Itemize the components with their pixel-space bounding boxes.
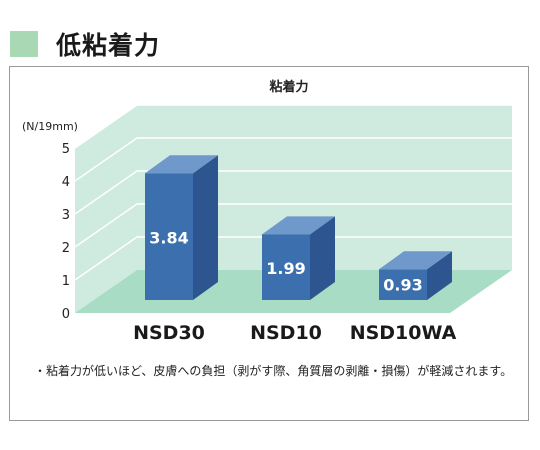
bar-side xyxy=(427,251,452,300)
chart-side-wall xyxy=(75,105,137,313)
x-category-label: NSD10WA xyxy=(350,322,457,344)
y-tick-label: 5 xyxy=(62,142,70,157)
y-tick-label: 4 xyxy=(62,175,70,190)
y-tick-label: 2 xyxy=(62,241,70,256)
gridline xyxy=(74,236,512,281)
chart-back-wall xyxy=(137,105,512,270)
footnote: ・粘着力が低いほど、皮膚への負担（剥がす際、角質層の剥離・損傷）が軽減されます。 xyxy=(34,362,526,381)
bar-value-label: 3.84 xyxy=(149,229,188,248)
y-tick-label: 1 xyxy=(62,274,70,289)
gridline xyxy=(74,170,512,215)
bar xyxy=(145,173,193,300)
chart-title: 粘着力 xyxy=(268,79,308,95)
x-category-label: NSD30 xyxy=(133,322,205,344)
bar-value-label: 1.99 xyxy=(266,259,305,278)
y-axis-label: (N/19mm) xyxy=(22,120,78,133)
section-heading: 低粘着力 xyxy=(10,26,160,62)
footnote-text: 粘着力が低いほど、皮膚への負担（剥がす際、角質層の剥離・損傷）が軽減されます。 xyxy=(46,364,513,378)
bar-value-label: 0.93 xyxy=(383,276,422,295)
y-tick-label: 0 xyxy=(62,307,70,322)
bar-top xyxy=(379,251,452,270)
bar-top xyxy=(262,216,335,235)
bar-side xyxy=(193,155,218,300)
bar xyxy=(379,269,427,300)
bar xyxy=(262,234,310,300)
gridline xyxy=(74,203,512,248)
heading-marker-icon xyxy=(10,31,38,57)
bar-side xyxy=(310,216,335,300)
gridline xyxy=(74,104,512,149)
x-category-label: NSD10 xyxy=(250,322,322,344)
gridline xyxy=(74,137,512,182)
footnote-bullet: ・ xyxy=(34,364,47,378)
heading-title: 低粘着力 xyxy=(56,31,161,60)
bar-top xyxy=(145,155,218,174)
y-tick-label: 3 xyxy=(62,208,70,223)
